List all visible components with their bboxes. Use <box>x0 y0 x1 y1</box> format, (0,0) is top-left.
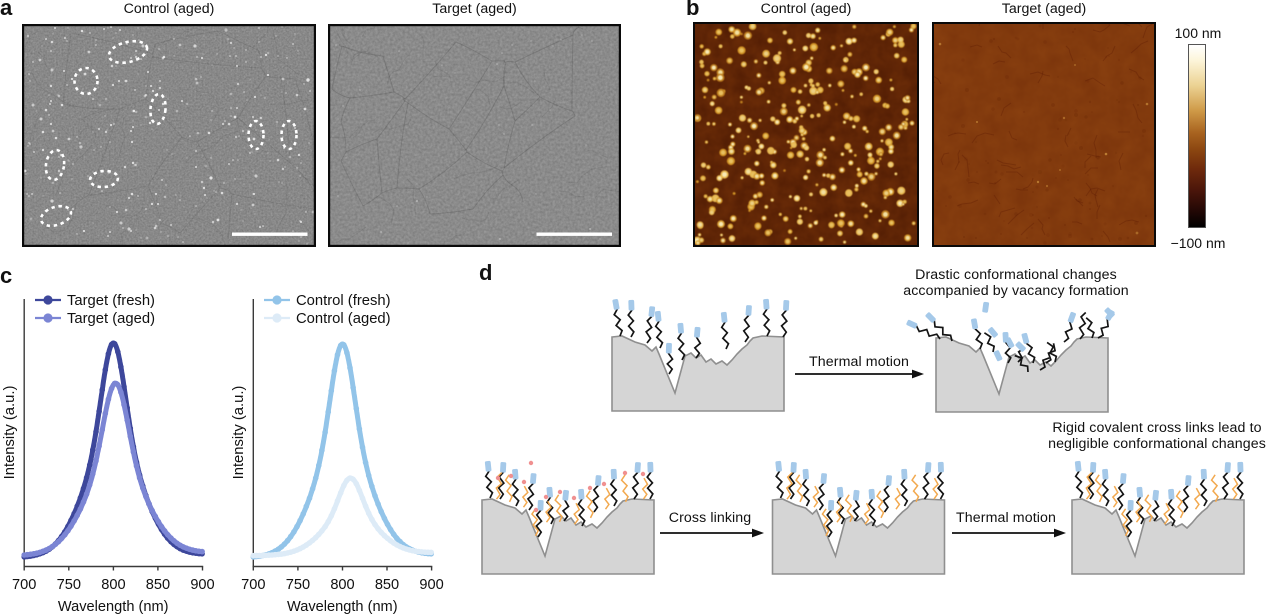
svg-text:Control (fresh): Control (fresh) <box>296 293 391 309</box>
svg-text:Wavelength (nm): Wavelength (nm) <box>287 599 398 615</box>
svg-text:Target (fresh): Target (fresh) <box>67 293 155 309</box>
svg-text:700: 700 <box>241 577 265 593</box>
svg-text:750: 750 <box>286 577 310 593</box>
svg-text:900: 900 <box>190 577 214 593</box>
svg-text:900: 900 <box>419 577 443 593</box>
svg-text:Wavelength (nm): Wavelength (nm) <box>58 599 169 615</box>
svg-text:800: 800 <box>101 577 125 593</box>
svg-text:750: 750 <box>57 577 81 593</box>
svg-text:800: 800 <box>330 577 354 593</box>
svg-text:Target (aged): Target (aged) <box>67 311 155 327</box>
svg-text:Intensity (a.u.): Intensity (a.u.) <box>231 386 247 480</box>
svg-text:850: 850 <box>146 577 170 593</box>
svg-text:700: 700 <box>12 577 36 593</box>
svg-text:850: 850 <box>375 577 399 593</box>
svg-text:Intensity (a.u.): Intensity (a.u.) <box>2 386 18 480</box>
svg-text:Control (aged): Control (aged) <box>296 311 391 327</box>
